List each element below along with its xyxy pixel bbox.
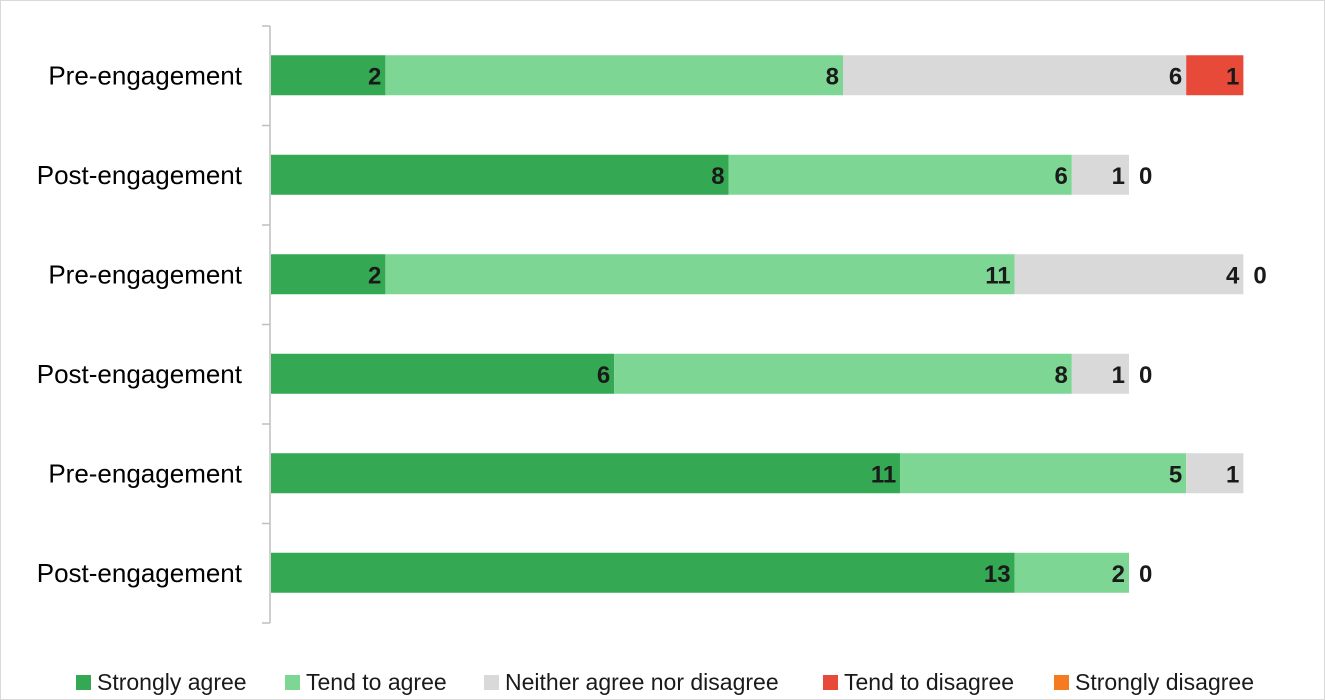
bar-segment-strongly-agree: [271, 353, 615, 394]
data-label-neither-agree-nor-disagree: 0: [1139, 561, 1152, 588]
data-label-neither-agree-nor-disagree: 1: [1112, 362, 1125, 389]
legend-label: Tend to agree: [306, 669, 447, 695]
legend-label: Strongly disagree: [1075, 669, 1254, 695]
category-axis: [262, 25, 271, 624]
legend-swatch: [76, 675, 91, 690]
legend-item-tend-to-agree: Tend to agree: [285, 669, 447, 695]
bar-segment-tend-to-agree: [900, 453, 1187, 494]
legend: Strongly agree Tend to agree Neither agree…: [76, 669, 1254, 695]
data-label-tend-to-agree: 8: [826, 63, 839, 90]
data-label-neither-agree-nor-disagree: 4: [1226, 262, 1240, 289]
bar-segment-tend-to-agree: [728, 154, 1072, 195]
legend-item-strongly-agree: Strongly agree: [76, 669, 247, 695]
bar-segment-strongly-agree: [271, 552, 1015, 593]
legend-label: Tend to disagree: [844, 669, 1014, 695]
data-label-strongly-agree: 6: [597, 362, 610, 389]
data-label-tend-to-agree: 2: [1112, 561, 1125, 588]
category-labels: Pre-engagement Post-engagement Pre-engagem…: [37, 60, 243, 588]
data-label-tend-to-disagree: 0: [1139, 362, 1152, 389]
bar-segment-tend-to-disagree: [1186, 55, 1244, 96]
legend-item-neither-agree-nor-disagree: Neither agree nor disagree: [484, 669, 779, 695]
legend-swatch: [823, 675, 838, 690]
bar-segment-neither-agree-nor-disagree: [1186, 453, 1244, 494]
category-label: Post-engagement: [37, 558, 243, 588]
data-label-strongly-agree: 2: [368, 63, 381, 90]
category-label: Post-engagement: [37, 160, 243, 190]
category-label: Pre-engagement: [48, 259, 242, 289]
legend-label: Strongly agree: [97, 669, 247, 695]
data-label-neither-agree-nor-disagree: 1: [1226, 461, 1239, 488]
bar-segment-strongly-agree: [271, 154, 729, 195]
data-label-tend-to-disagree: 0: [1139, 163, 1152, 190]
legend-label: Neither agree nor disagree: [505, 669, 779, 695]
data-label-tend-to-disagree: 0: [1253, 262, 1266, 289]
data-label-neither-agree-nor-disagree: 6: [1169, 63, 1182, 90]
bar-segment-strongly-agree: [271, 254, 386, 295]
bar-segment-tend-to-agree: [614, 353, 1072, 394]
data-label-neither-agree-nor-disagree: 1: [1112, 163, 1125, 190]
category-label: Post-engagement: [37, 359, 243, 389]
data-label-strongly-agree: 13: [984, 561, 1011, 588]
legend-swatch: [1054, 675, 1069, 690]
bar-segment-neither-agree-nor-disagree: [1014, 254, 1244, 295]
bar-segment-strongly-agree: [271, 453, 901, 494]
data-label-tend-to-disagree: 1: [1226, 63, 1239, 90]
data-label-strongly-agree: 2: [368, 262, 381, 289]
legend-item-tend-to-disagree: Tend to disagree: [823, 669, 1014, 695]
bars: [271, 55, 1244, 593]
legend-swatch: [285, 675, 300, 690]
bar-segment-tend-to-agree: [385, 254, 1015, 295]
bar-segment-strongly-agree: [271, 55, 386, 96]
data-label-strongly-agree: 8: [711, 163, 724, 190]
data-label-tend-to-agree: 11: [985, 262, 1010, 289]
bar-segment-tend-to-agree: [385, 55, 843, 96]
bar-segment-neither-agree-nor-disagree: [843, 55, 1187, 96]
data-label-tend-to-agree: 8: [1054, 362, 1067, 389]
data-label-strongly-agree: 11: [871, 461, 896, 488]
bar-segment-neither-agree-nor-disagree: [1071, 154, 1129, 195]
legend-swatch: [484, 675, 499, 690]
data-label-tend-to-agree: 6: [1054, 163, 1067, 190]
category-label: Pre-engagement: [48, 458, 242, 488]
data-labels: 2 8 6 18 6 1 02 11 4 06 8 1 011 5 113 2 0: [368, 63, 1267, 588]
data-label-tend-to-agree: 5: [1169, 461, 1182, 488]
bar-segment-tend-to-agree: [1014, 552, 1129, 593]
bar-segment-neither-agree-nor-disagree: [1071, 353, 1129, 394]
legend-item-strongly-disagree: Strongly disagree: [1054, 669, 1254, 695]
category-label: Pre-engagement: [48, 60, 242, 90]
